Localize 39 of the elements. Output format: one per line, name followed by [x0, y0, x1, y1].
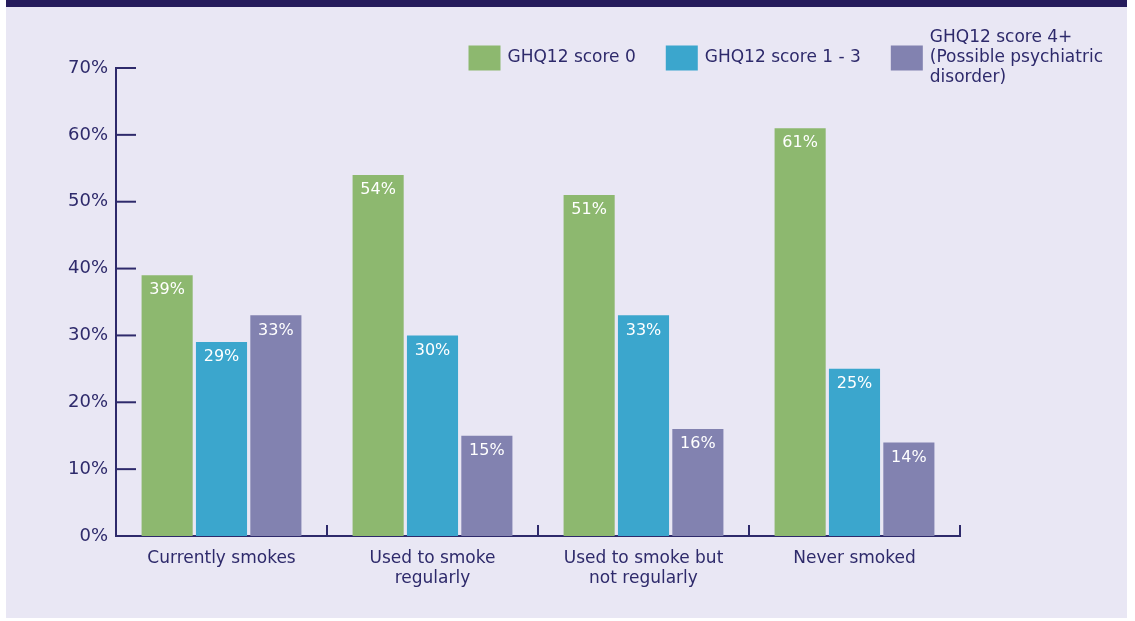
y-tick-label: 40% [67, 256, 108, 278]
bar [617, 315, 670, 536]
data-label: 54% [360, 179, 396, 199]
y-tick-label: 60% [67, 122, 108, 144]
y-tick-label: 70% [67, 55, 108, 77]
bar [352, 174, 404, 536]
data-label: 30% [414, 339, 451, 359]
x-tick-label: Currently smokes [147, 546, 296, 567]
bar [828, 368, 881, 536]
data-label: 39% [149, 279, 185, 299]
data-label: 61% [782, 132, 818, 152]
x-tick-label: Never smoked [793, 546, 916, 567]
bar [250, 315, 302, 536]
bar [195, 342, 248, 536]
y-tick-label: 30% [67, 323, 108, 345]
bar [563, 195, 615, 536]
bar [141, 275, 193, 536]
bar [461, 435, 513, 536]
y-tick-label: 0% [79, 523, 108, 545]
legend-label: GHQ12 score 0 [507, 46, 636, 67]
bar [672, 429, 724, 536]
data-label: 16% [680, 433, 716, 453]
y-tick-label: 50% [67, 189, 108, 211]
bar [883, 442, 935, 536]
data-label: 15% [469, 439, 505, 459]
y-tick-label: 20% [67, 389, 108, 411]
y-tick-label: 10% [67, 456, 108, 478]
data-label: 51% [571, 199, 607, 219]
data-label: 33% [258, 319, 294, 339]
bar [406, 335, 459, 536]
legend-label: GHQ12 score 1 - 3 [704, 46, 861, 67]
data-label: 25% [836, 373, 873, 393]
x-tick-label: Used to smoke but not regularly [563, 546, 724, 588]
x-tick-label: Used to smoke regularly [369, 546, 496, 588]
bar [774, 128, 826, 536]
data-label: 29% [203, 346, 240, 366]
data-label: 33% [625, 319, 662, 339]
legend-label: GHQ12 score 4+ (Possible psychiatric disorder) [929, 26, 1103, 87]
data-label: 14% [891, 446, 927, 466]
